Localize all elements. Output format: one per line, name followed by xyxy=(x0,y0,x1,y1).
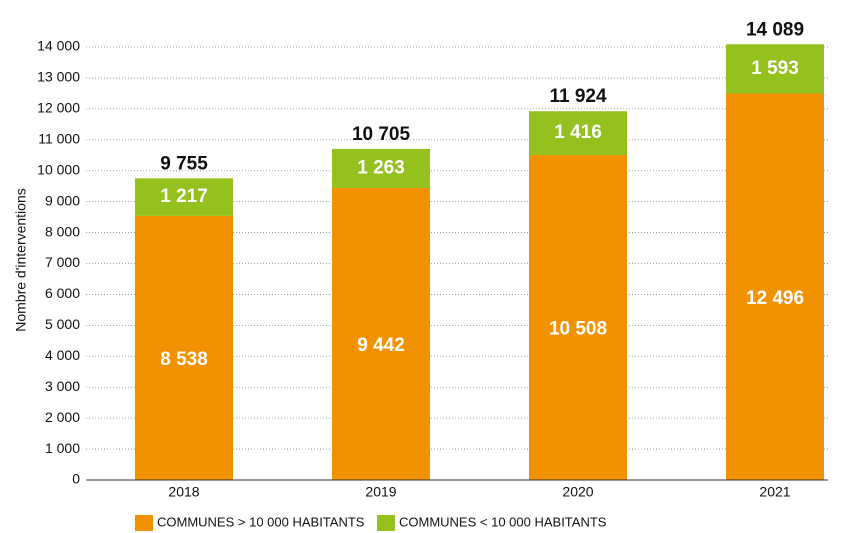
segment-label: 8 538 xyxy=(160,349,208,370)
bar-segment xyxy=(135,215,233,480)
bar-segment xyxy=(332,187,430,481)
total-label: 14 089 xyxy=(746,19,804,40)
bar-segment xyxy=(135,178,233,216)
y-axis-label: Nombre d'interventions xyxy=(13,188,29,332)
y-tick-label: 3 000 xyxy=(45,378,80,394)
y-tick-label: 8 000 xyxy=(45,223,80,239)
segment-label: 12 496 xyxy=(746,288,804,309)
legend-label: COMMUNES < 10 000 HABITANTS xyxy=(399,514,607,529)
segment-label: 1 263 xyxy=(357,157,405,178)
total-label: 10 705 xyxy=(352,124,411,145)
legend-swatch xyxy=(377,515,395,531)
y-tick-label: 14 000 xyxy=(37,38,80,54)
segment-label: 10 508 xyxy=(549,319,607,340)
segment-label: 1 593 xyxy=(751,58,799,79)
y-tick-label: 2 000 xyxy=(45,409,80,425)
segment-label: 9 442 xyxy=(357,335,405,356)
bar-segment xyxy=(726,44,824,94)
y-tick-label: 5 000 xyxy=(45,316,80,332)
y-tick-label: 1 000 xyxy=(45,440,80,456)
y-tick-label: 11 000 xyxy=(38,130,80,146)
legend-label: COMMUNES > 10 000 HABITANTS xyxy=(157,514,365,529)
x-tick-label: 2021 xyxy=(759,484,790,500)
y-tick-label: 6 000 xyxy=(45,285,80,301)
y-tick-label: 10 000 xyxy=(37,161,80,177)
y-tick-label: 0 xyxy=(72,471,80,487)
legend-swatch xyxy=(135,515,153,531)
y-tick-label: 7 000 xyxy=(45,254,80,270)
segment-label: 1 217 xyxy=(160,186,208,207)
x-tick-label: 2018 xyxy=(168,484,199,500)
y-tick-label: 12 000 xyxy=(37,100,80,116)
x-tick-label: 2019 xyxy=(365,484,396,500)
bar-segment xyxy=(332,148,430,188)
y-tick-label: 4 000 xyxy=(45,347,80,363)
y-tick-label: 13 000 xyxy=(37,69,80,85)
x-tick-label: 2020 xyxy=(562,484,593,500)
bar-segment xyxy=(726,93,824,480)
y-tick-label: 9 000 xyxy=(45,192,80,208)
total-label: 11 924 xyxy=(549,86,606,107)
segment-label: 1 416 xyxy=(554,122,602,143)
bar-segment xyxy=(529,155,627,481)
total-label: 9 755 xyxy=(160,153,208,174)
bar-segment xyxy=(529,111,627,156)
